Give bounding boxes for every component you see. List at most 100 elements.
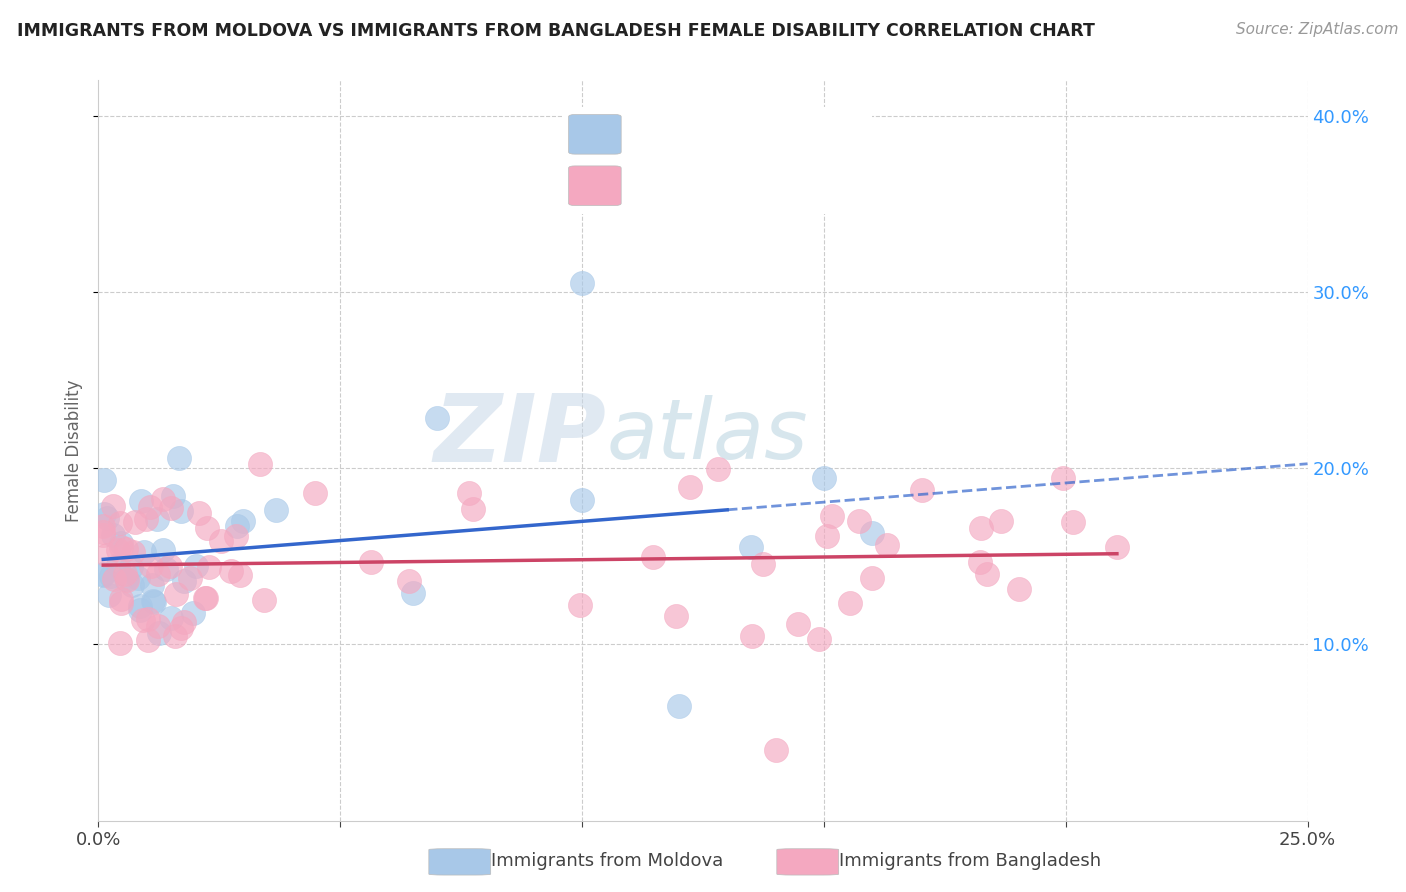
Point	[232, 514, 254, 528]
Text: atlas: atlas	[606, 395, 808, 476]
Point	[141, 578, 163, 592]
Point	[110, 596, 132, 610]
Point	[402, 586, 425, 600]
Point	[143, 595, 166, 609]
Text: IMMIGRANTS FROM MOLDOVA VS IMMIGRANTS FROM BANGLADESH FEMALE DISABILITY CORRELAT: IMMIGRANTS FROM MOLDOVA VS IMMIGRANTS FR…	[17, 22, 1095, 40]
Text: 0.120: 0.120	[671, 126, 724, 144]
Point	[463, 501, 485, 516]
Point	[148, 567, 170, 582]
Point	[132, 545, 155, 559]
Point	[740, 540, 762, 554]
Point	[98, 588, 121, 602]
Point	[839, 596, 862, 610]
Point	[911, 483, 934, 497]
Point	[848, 514, 870, 528]
Point	[110, 536, 132, 550]
Text: R =: R =	[627, 178, 664, 195]
Point	[162, 490, 184, 504]
Point	[571, 493, 593, 508]
Point	[108, 516, 131, 531]
Point	[976, 566, 998, 581]
Point	[129, 493, 152, 508]
Point	[139, 500, 162, 514]
Point	[91, 567, 114, 582]
Point	[249, 457, 271, 471]
Point	[152, 542, 174, 557]
Point	[96, 548, 118, 562]
Point	[165, 587, 187, 601]
Point	[93, 524, 115, 539]
Point	[152, 491, 174, 506]
Point	[641, 549, 664, 564]
Point	[170, 621, 193, 635]
Point	[96, 511, 118, 525]
Point	[457, 486, 479, 500]
Y-axis label: Female Disability: Female Disability	[65, 379, 83, 522]
Point	[184, 559, 207, 574]
Text: Immigrants from Moldova: Immigrants from Moldova	[491, 852, 723, 870]
Point	[1105, 540, 1128, 554]
Point	[110, 540, 132, 554]
Point	[1008, 582, 1031, 597]
Point	[136, 633, 159, 648]
Point	[145, 512, 167, 526]
Point	[969, 556, 991, 570]
Point	[173, 574, 195, 589]
Point	[155, 562, 177, 576]
FancyBboxPatch shape	[557, 105, 877, 216]
Point	[304, 486, 326, 500]
Point	[142, 594, 165, 608]
Point	[765, 743, 787, 757]
Point	[360, 555, 382, 569]
FancyBboxPatch shape	[568, 166, 621, 205]
Point	[146, 619, 169, 633]
Text: Immigrants from Bangladesh: Immigrants from Bangladesh	[838, 852, 1101, 870]
Point	[115, 541, 138, 556]
Point	[990, 514, 1012, 528]
Text: N = 43: N = 43	[754, 126, 823, 144]
FancyBboxPatch shape	[568, 114, 621, 154]
Point	[209, 533, 232, 548]
Point	[668, 699, 690, 714]
Point	[860, 526, 883, 541]
Point	[138, 612, 160, 626]
Text: R =: R =	[627, 126, 664, 144]
Text: Source: ZipAtlas.com: Source: ZipAtlas.com	[1236, 22, 1399, 37]
Text: -0.018: -0.018	[671, 178, 724, 195]
Point	[93, 508, 115, 522]
Point	[129, 603, 152, 617]
Point	[179, 571, 201, 585]
Point	[194, 591, 217, 606]
Point	[120, 559, 142, 574]
Point	[198, 560, 221, 574]
Point	[93, 473, 115, 487]
Point	[107, 558, 129, 573]
Point	[787, 617, 810, 632]
Point	[679, 479, 702, 493]
Point	[665, 609, 688, 624]
FancyBboxPatch shape	[776, 849, 838, 875]
Point	[170, 504, 193, 518]
Point	[122, 545, 145, 559]
Point	[860, 571, 883, 585]
Point	[226, 519, 249, 533]
Point	[132, 613, 155, 627]
Point	[160, 611, 183, 625]
Point	[114, 566, 136, 581]
Point	[969, 521, 991, 535]
Point	[129, 599, 152, 613]
Point	[876, 538, 898, 552]
Point	[173, 615, 195, 629]
Point	[121, 578, 143, 592]
Point	[91, 568, 114, 582]
Point	[741, 629, 763, 643]
Point	[101, 499, 124, 513]
Point	[135, 511, 157, 525]
Point	[229, 567, 252, 582]
Point	[821, 509, 844, 524]
Point	[117, 573, 139, 587]
Point	[225, 529, 247, 543]
Point	[807, 632, 830, 647]
Point	[91, 518, 114, 533]
Point	[569, 598, 592, 612]
